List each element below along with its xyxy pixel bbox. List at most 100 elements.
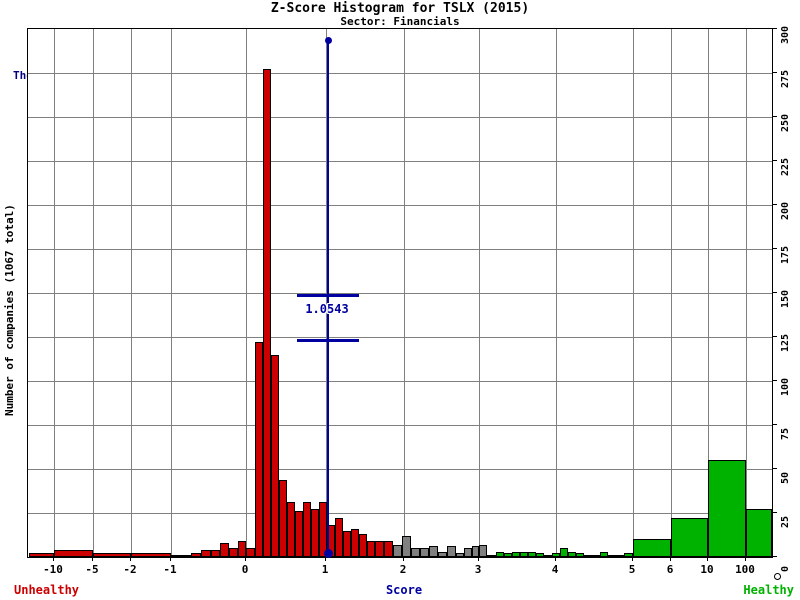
gridline-horizontal (28, 117, 772, 118)
axis-label-healthy: Healthy (743, 583, 794, 597)
gridline-vertical (671, 29, 672, 557)
histogram-bar (191, 553, 201, 557)
gridline-horizontal (28, 249, 772, 250)
gridline-vertical (479, 29, 480, 557)
x-axis-tick-mark (53, 557, 54, 561)
histogram-bar (552, 553, 560, 557)
y-axis-tick-label: 100 (780, 377, 791, 396)
x-axis-tick-mark (745, 557, 746, 561)
histogram-bar (220, 543, 229, 557)
y-axis-tick-mark (772, 556, 777, 557)
histogram-bar (479, 545, 487, 557)
gridline-vertical (404, 29, 405, 557)
histogram-bar (211, 550, 220, 557)
histogram-bar (29, 553, 54, 557)
y-axis-tick-label: 25 (780, 515, 791, 528)
histogram-bar (93, 553, 131, 557)
chart-subtitle: Sector: Financials (340, 15, 460, 28)
histogram-bar (201, 550, 211, 557)
x-axis-tick-label: 4 (551, 563, 559, 576)
x-axis-tick-label: -2 (123, 563, 137, 576)
x-axis-tick-mark (632, 557, 633, 561)
histogram-bar (311, 509, 319, 557)
x-axis-tick-mark (325, 557, 326, 561)
histogram-bar (560, 548, 568, 557)
x-axis-title: Score (385, 583, 423, 597)
histogram-bar (512, 552, 520, 557)
histogram-bar (708, 460, 746, 557)
gridline-horizontal (28, 381, 772, 382)
gridline-horizontal (28, 293, 772, 294)
histogram-bar (568, 552, 576, 557)
gridline-horizontal (28, 469, 772, 470)
x-axis-tick-label: 2 (399, 563, 407, 576)
y-axis-tick-label: 150 (780, 289, 791, 308)
y-axis-tick-label: 75 (780, 427, 791, 440)
histogram-bar (181, 555, 191, 557)
y-axis-tick-mark (772, 160, 777, 161)
gridline-vertical (556, 29, 557, 557)
histogram-bar (456, 553, 464, 557)
chart-title: Z-Score Histogram for TSLX (2015) (270, 1, 530, 16)
histogram-bar (402, 536, 411, 557)
marker-value-label: 1.0543 (305, 302, 349, 316)
histogram-bar (633, 539, 671, 557)
y-axis-tick-label: 225 (780, 157, 791, 176)
histogram-bar (359, 534, 367, 557)
histogram-bar (438, 552, 447, 557)
y-axis-tick-label: 0 (780, 565, 791, 572)
histogram-bar (592, 555, 600, 557)
gridline-vertical (93, 29, 94, 557)
histogram-bar (496, 552, 504, 557)
y-axis-tick-label: 300 (780, 25, 791, 44)
y-axis-tick-label: 275 (780, 69, 791, 88)
histogram-bar (343, 531, 351, 557)
histogram-bar (279, 480, 287, 557)
histogram-bar (536, 553, 544, 557)
y-axis-tick-mark (772, 512, 777, 513)
histogram-bar (384, 541, 393, 557)
histogram-bar (487, 555, 496, 557)
histogram-bar (624, 553, 633, 557)
histogram-bar (504, 553, 512, 557)
histogram-bar (576, 553, 584, 557)
histogram-bar (464, 548, 472, 557)
y-axis-tick-mark (772, 72, 777, 73)
histogram-bar (544, 555, 552, 557)
x-axis-tick-mark (170, 557, 171, 561)
y-axis-tick-mark (772, 248, 777, 249)
x-axis-tick-mark (92, 557, 93, 561)
histogram-bar (608, 555, 616, 557)
y-axis-tick-label: 200 (780, 201, 791, 220)
histogram-bar (295, 511, 303, 557)
histogram-bar (584, 555, 592, 557)
x-axis-tick-label: -1 (163, 563, 177, 576)
gridline-horizontal (28, 205, 772, 206)
gridline-vertical (633, 29, 634, 557)
histogram-bar (429, 546, 438, 557)
gridline-horizontal (28, 161, 772, 162)
histogram-bar (335, 518, 343, 557)
x-axis-tick-label: 10 (700, 563, 714, 576)
gridline-vertical (171, 29, 172, 557)
gridline-vertical (708, 29, 709, 557)
y-axis-tick-label: 175 (780, 245, 791, 264)
gridline-vertical (54, 29, 55, 557)
marker-bracket-top (297, 294, 359, 297)
y-axis-tick-label: 125 (780, 333, 791, 352)
marker-dot-top (325, 37, 332, 44)
gridline-vertical (326, 29, 327, 557)
histogram-bar (411, 548, 420, 557)
histogram-bar (420, 548, 429, 557)
y-axis-tick-mark (772, 424, 777, 425)
x-axis-endcap (774, 573, 781, 580)
x-axis-tick-mark (707, 557, 708, 561)
gridline-vertical (246, 29, 247, 557)
histogram-bar (54, 550, 93, 557)
histogram-bar (246, 548, 255, 557)
histogram-bar (229, 548, 238, 557)
histogram-bar (351, 529, 359, 557)
x-axis-tick-label: 0 (241, 563, 249, 576)
y-axis-title: Number of companies (1067 total) (3, 204, 16, 416)
